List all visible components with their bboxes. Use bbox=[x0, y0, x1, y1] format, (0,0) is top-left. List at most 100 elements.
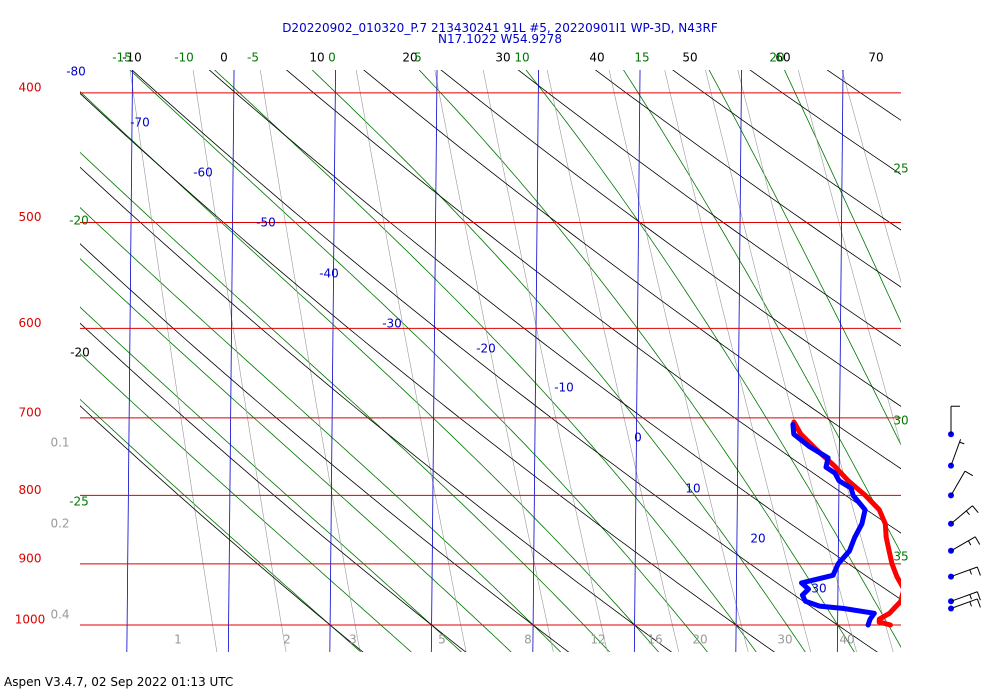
isotherm-line bbox=[939, 0, 946, 670]
dry-adiabat bbox=[131, 70, 878, 652]
mixing-ratio-label: 0.4 bbox=[50, 608, 69, 622]
moist-adiabat-label: 25 bbox=[893, 162, 908, 176]
isotherm-line bbox=[227, 70, 235, 652]
pressure-tick-label: 500 bbox=[19, 210, 42, 224]
dry-adiabat-label: -10 bbox=[122, 51, 142, 65]
isotherm-label: -40 bbox=[319, 267, 339, 281]
wind-barb-feather bbox=[959, 441, 965, 445]
mixing-ratio-label: 20 bbox=[692, 633, 707, 647]
wind-barb-feather bbox=[976, 591, 981, 601]
isotherm-line bbox=[430, 70, 438, 652]
wind-barb-shaft bbox=[950, 536, 976, 552]
pressure-tick-label: 400 bbox=[19, 80, 42, 94]
dry-adiabat bbox=[594, 70, 901, 288]
mixing-ratio-line bbox=[129, 70, 218, 652]
dry-adiabat bbox=[776, 0, 1000, 670]
moist-adiabat-label: -10 bbox=[174, 51, 194, 65]
isotherm-line bbox=[836, 70, 844, 652]
mixing-ratio-line bbox=[259, 70, 361, 652]
moist-adiabat-label: 5 bbox=[414, 51, 422, 65]
dry-adiabat bbox=[285, 70, 901, 534]
dry-adiabat bbox=[208, 70, 901, 600]
moist-adiabat-label: 0 bbox=[328, 51, 336, 65]
mixing-ratio-label: 0.1 bbox=[50, 436, 69, 450]
dry-adiabat bbox=[517, 70, 901, 347]
mixing-ratio-line bbox=[797, 70, 901, 447]
wind-barb-feather bbox=[967, 540, 972, 546]
wind-barb-shaft bbox=[950, 566, 978, 578]
footer-version: Aspen V3.4.7, 02 Sep 2022 01:13 UTC bbox=[4, 675, 234, 689]
mixing-ratio-label: 1 bbox=[174, 633, 182, 647]
isotherm-line bbox=[126, 70, 133, 652]
wind-barb-feather bbox=[965, 510, 970, 516]
moist-adiabat-label: 20 bbox=[769, 51, 784, 65]
isotherm-label: -60 bbox=[193, 166, 213, 180]
mixing-ratio-label: 2 bbox=[283, 633, 291, 647]
dry-adiabat bbox=[440, 70, 901, 407]
isotherm-label: 30 bbox=[811, 582, 826, 596]
wind-barb-shaft bbox=[950, 470, 966, 496]
dry-adiabat bbox=[363, 70, 901, 470]
isotherm-label: -10 bbox=[554, 381, 574, 395]
moist-adiabat-label: 15 bbox=[634, 51, 649, 65]
dry-adiabat bbox=[80, 405, 364, 652]
mixing-ratio-line bbox=[608, 70, 749, 652]
wind-barb-feather bbox=[976, 566, 981, 576]
chart-subtitle: N17.1022 W54.9278 bbox=[438, 32, 562, 46]
moist-adiabat bbox=[80, 306, 462, 652]
wind-barb-feather bbox=[972, 505, 979, 513]
moist-adiabat-label: -5 bbox=[247, 51, 259, 65]
mixing-ratio-line bbox=[546, 70, 680, 652]
moist-adiabat-label: -25 bbox=[69, 495, 89, 509]
isotherm-label: 20 bbox=[750, 532, 765, 546]
wind-barb-feather bbox=[974, 536, 981, 545]
pressure-tick-label: 600 bbox=[19, 316, 42, 330]
mixing-ratio-label: 0.2 bbox=[50, 517, 69, 531]
mixing-ratio-line bbox=[434, 70, 554, 652]
moist-adiabat-label: 35 bbox=[893, 550, 908, 564]
wind-barb-feather bbox=[976, 598, 981, 608]
wind-barb-shaft bbox=[950, 598, 978, 609]
dry-adiabat bbox=[80, 322, 467, 652]
moist-adiabat bbox=[80, 151, 611, 652]
mixing-ratio-line bbox=[664, 70, 811, 652]
isotherm-line bbox=[25, 0, 32, 670]
moist-adiabat bbox=[311, 70, 806, 652]
isotherm-label: -20 bbox=[476, 342, 496, 356]
moist-adiabat-label: 30 bbox=[893, 414, 908, 428]
dry-adiabat-label: -20 bbox=[70, 346, 90, 360]
wind-barb-shaft bbox=[950, 439, 962, 466]
dry-adiabat-label: 60 bbox=[775, 51, 790, 65]
mixing-ratio-label: 12 bbox=[590, 633, 605, 647]
isotherm-label: -30 bbox=[382, 317, 402, 331]
dry-adiabat-label: 40 bbox=[589, 51, 604, 65]
dry-adiabat-label: 70 bbox=[868, 51, 883, 65]
mixing-ratio-label: 3 bbox=[349, 633, 357, 647]
dry-adiabat bbox=[80, 166, 673, 652]
mixing-ratio-label: 8 bbox=[524, 633, 532, 647]
dry-adiabat-label: 20 bbox=[402, 51, 417, 65]
wind-barb-feather bbox=[964, 470, 974, 477]
mixing-ratio-label: 16 bbox=[647, 633, 662, 647]
moist-adiabat bbox=[418, 70, 855, 652]
moist-adiabat bbox=[80, 91, 660, 652]
wind-barb-shaft bbox=[950, 505, 973, 525]
dry-adiabat bbox=[80, 92, 776, 652]
wind-barb-feather bbox=[969, 569, 972, 575]
isotherm-line bbox=[329, 70, 336, 652]
isotherm-label: 0 bbox=[634, 431, 642, 445]
dry-adiabat-label: 0 bbox=[220, 51, 228, 65]
mixing-ratio-label: 5 bbox=[438, 633, 446, 647]
moist-adiabat bbox=[80, 398, 362, 652]
dry-adiabat bbox=[749, 70, 901, 175]
isotherm-line bbox=[735, 70, 742, 652]
isotherm-line bbox=[633, 70, 641, 652]
pressure-tick-label: 800 bbox=[19, 483, 42, 497]
moist-adiabat bbox=[784, 70, 901, 324]
dry-adiabat bbox=[826, 70, 901, 121]
temperature-trace bbox=[791, 419, 901, 628]
wind-barb-feather bbox=[969, 594, 972, 600]
isotherm-label: -80 bbox=[66, 65, 86, 79]
moist-adiabat bbox=[623, 70, 901, 554]
moist-adiabat bbox=[80, 207, 562, 652]
